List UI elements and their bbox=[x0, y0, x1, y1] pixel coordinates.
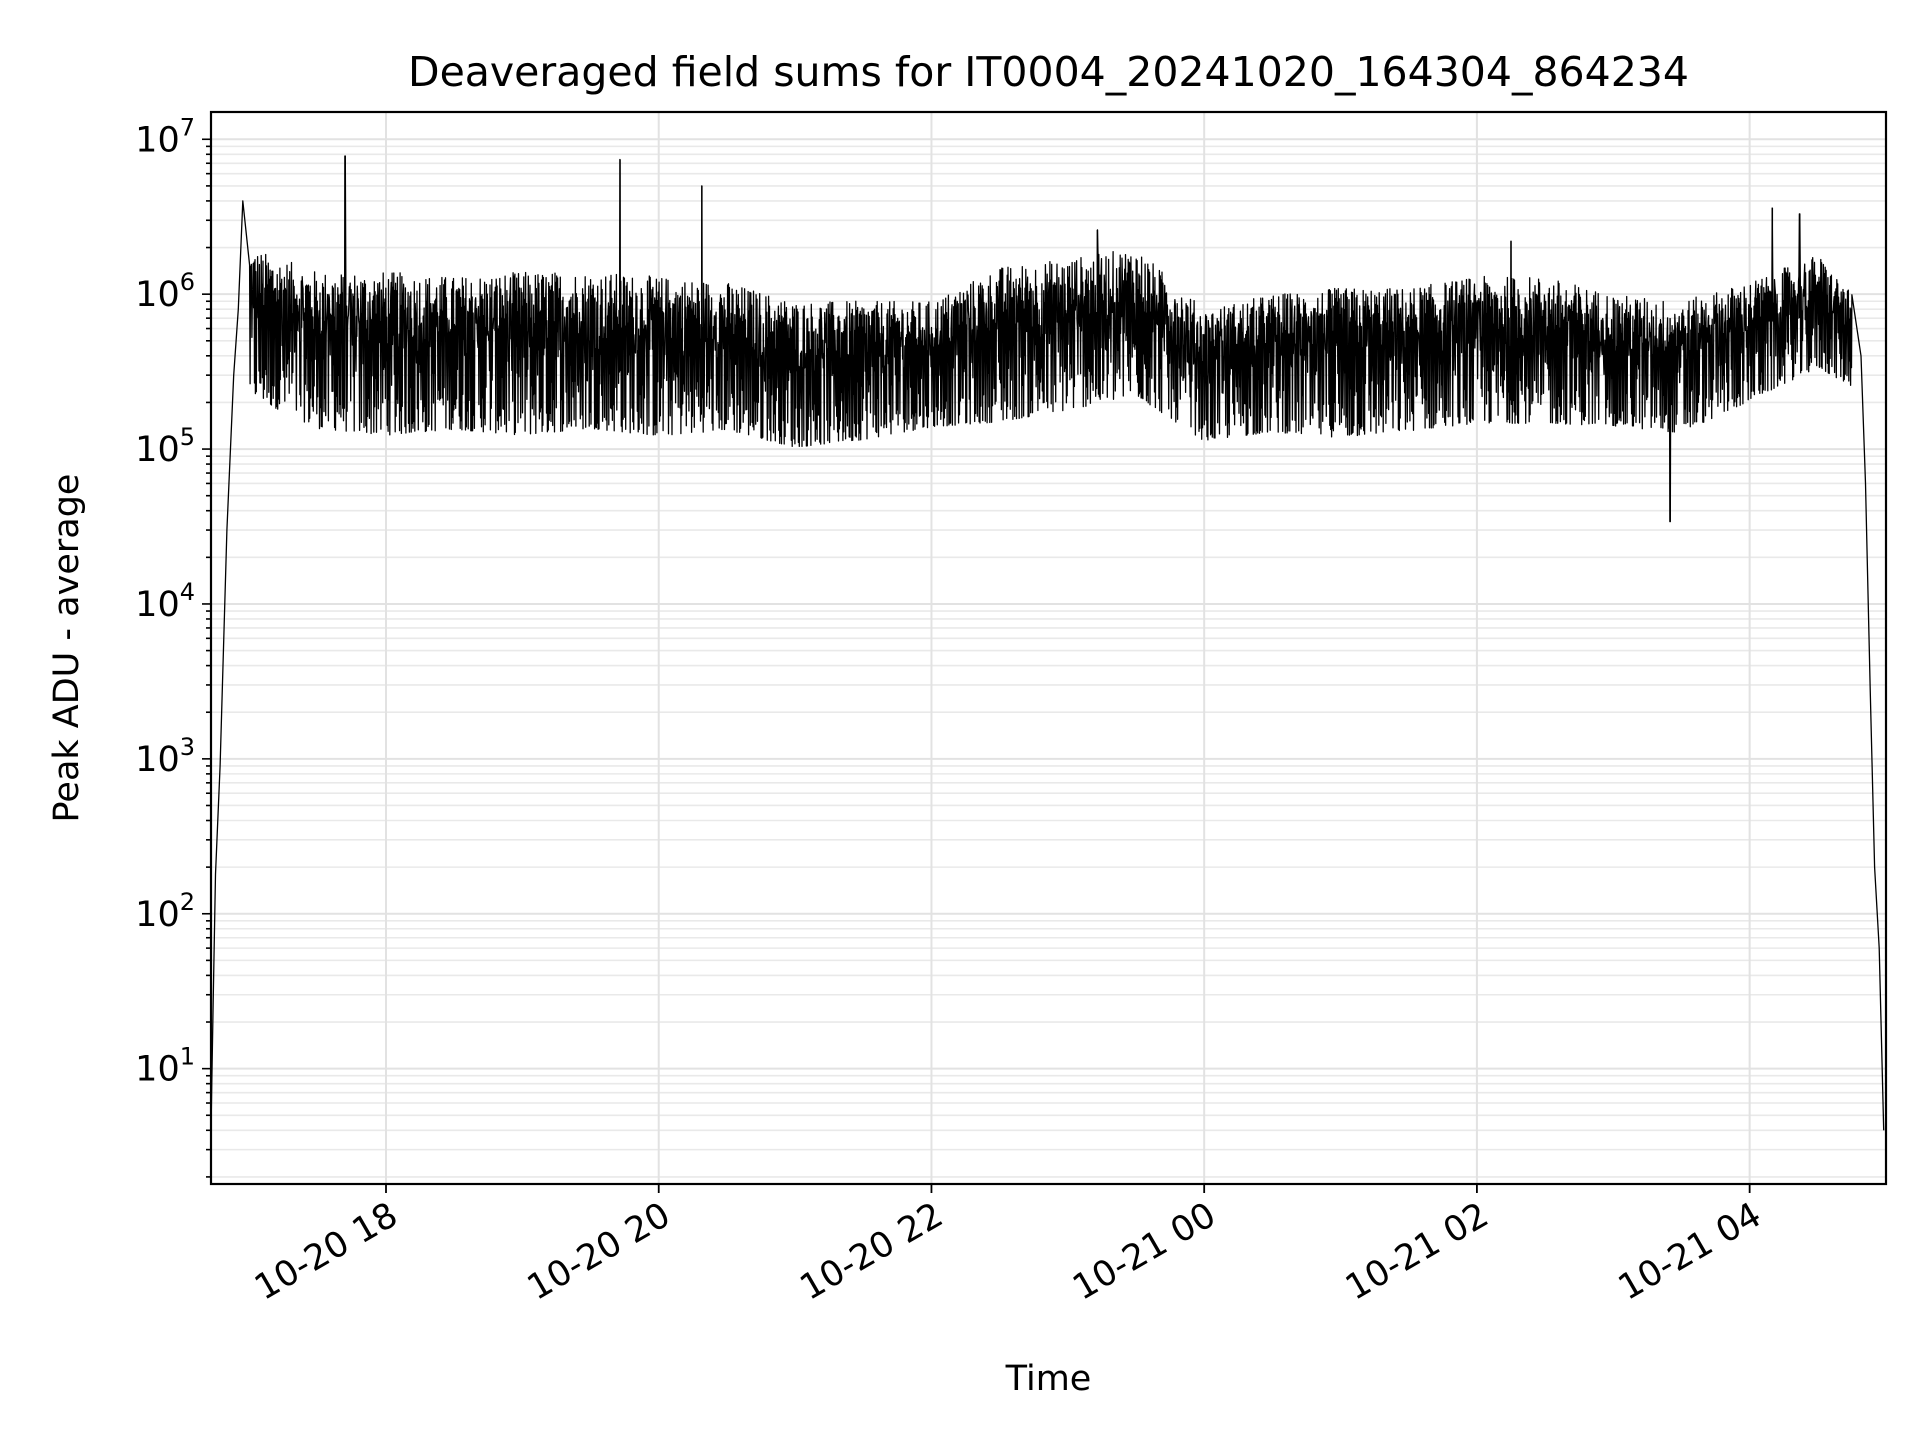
y-tick-label: 106 bbox=[135, 268, 195, 315]
y-tick-label: 102 bbox=[135, 888, 195, 935]
y-tick-label: 101 bbox=[135, 1043, 195, 1090]
y-tick-label: 103 bbox=[135, 733, 195, 780]
series-line bbox=[210, 155, 1885, 1131]
series-layer bbox=[210, 155, 1885, 1131]
y-axis-label: Peak ADU - average bbox=[47, 474, 87, 823]
chart-title: Deaveraged field sums for IT0004_2024102… bbox=[408, 48, 1689, 96]
y-tick-label: 105 bbox=[135, 423, 195, 470]
y-tick-label: 107 bbox=[135, 113, 195, 160]
x-axis-label: Time bbox=[1005, 1359, 1092, 1399]
y-tick-label: 104 bbox=[135, 578, 195, 625]
plot-area-frame bbox=[209, 110, 1888, 1186]
